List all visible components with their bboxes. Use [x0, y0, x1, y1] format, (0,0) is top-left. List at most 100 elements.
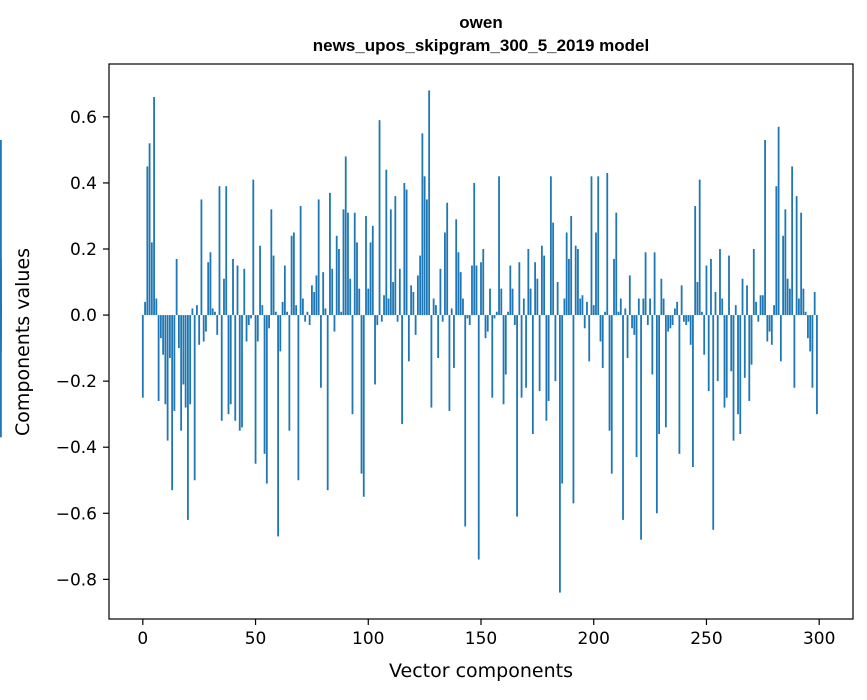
- bar: [482, 249, 485, 316]
- bar: [173, 315, 176, 411]
- bar: [171, 315, 174, 491]
- bar: [437, 315, 440, 359]
- bar: [207, 262, 210, 316]
- bar: [581, 295, 584, 316]
- bar: [502, 315, 505, 405]
- bar: [416, 275, 419, 316]
- bar: [191, 308, 194, 316]
- bar: [317, 199, 320, 316]
- bar: [148, 143, 151, 316]
- bar: [586, 301, 588, 316]
- bar: [797, 298, 800, 316]
- bar: [565, 232, 568, 316]
- bar: [622, 315, 624, 520]
- x-tick-label: 100: [352, 629, 384, 649]
- bar: [177, 315, 180, 349]
- bar: [223, 278, 225, 316]
- bar: [559, 315, 561, 593]
- bar: [252, 179, 255, 316]
- bar: [631, 315, 633, 329]
- bar: [732, 315, 735, 441]
- bar: [779, 315, 782, 362]
- bar: [344, 156, 347, 316]
- bar: [701, 311, 703, 316]
- y-tick-label: 0.0: [70, 306, 97, 326]
- bar: [263, 315, 266, 454]
- bar: [552, 222, 555, 316]
- bar: [182, 315, 185, 385]
- bar: [683, 315, 685, 322]
- bar: [383, 295, 385, 316]
- bar: [705, 265, 708, 316]
- bar: [414, 315, 417, 335]
- bar: [295, 305, 298, 316]
- bar: [752, 249, 755, 316]
- bar: [0, 315, 2, 438]
- bar: [604, 311, 606, 316]
- bar: [529, 288, 532, 316]
- bar: [484, 315, 487, 339]
- bar: [279, 315, 282, 352]
- bar: [216, 315, 219, 335]
- bar: [347, 212, 349, 316]
- bar: [308, 315, 311, 325]
- bar: [144, 301, 146, 316]
- y-axis-label: Components values: [12, 248, 34, 436]
- bar: [283, 265, 286, 316]
- bar: [385, 169, 388, 316]
- bar: [473, 182, 476, 316]
- bar: [358, 288, 361, 316]
- bar: [759, 295, 762, 316]
- bar: [773, 305, 775, 316]
- bars-group: [0, 90, 818, 593]
- bar: [725, 315, 728, 398]
- bar: [315, 275, 318, 316]
- bar: [387, 298, 390, 316]
- bar: [241, 315, 243, 428]
- y-tick-label: 0.4: [70, 174, 97, 194]
- bar: [561, 315, 564, 484]
- bar: [572, 315, 575, 504]
- bar: [398, 268, 401, 316]
- bar: [378, 120, 381, 316]
- x-tick-label: 300: [803, 629, 835, 649]
- bar: [389, 209, 392, 316]
- bar: [419, 255, 422, 316]
- bar: [489, 288, 491, 316]
- bar: [362, 315, 365, 497]
- bar: [509, 265, 512, 316]
- x-tick-label: 150: [465, 629, 497, 649]
- bar: [504, 315, 507, 375]
- bar: [782, 235, 785, 316]
- bar: [660, 278, 663, 316]
- x-tick-label: 250: [690, 629, 722, 649]
- y-axis-ticks: −0.8 −0.6 −0.4 −0.2 0.0 0.2 0.4 0.6: [56, 108, 109, 590]
- bar: [342, 209, 345, 316]
- bar: [761, 295, 764, 316]
- bar: [545, 315, 548, 421]
- bar: [527, 249, 530, 316]
- bar: [813, 291, 816, 316]
- bar: [669, 315, 672, 329]
- bar: [351, 315, 354, 415]
- bar: [211, 308, 214, 316]
- bar: [150, 242, 153, 316]
- bar: [394, 196, 397, 316]
- bar: [687, 315, 690, 322]
- y-tick-label: 0.6: [70, 108, 97, 128]
- y-tick-label: −0.8: [56, 570, 97, 590]
- bar: [784, 209, 787, 316]
- x-axis-ticks: 0 50 100 150 200 250 300: [137, 619, 835, 649]
- bar: [455, 219, 458, 316]
- bar: [689, 315, 692, 345]
- bar: [464, 315, 467, 527]
- bar: [601, 315, 604, 368]
- bar: [743, 315, 746, 378]
- bar: [227, 315, 230, 415]
- bar: [288, 315, 291, 431]
- bar: [491, 315, 494, 398]
- bar: [791, 166, 794, 316]
- bar: [577, 249, 579, 316]
- bar: [232, 258, 234, 316]
- bar: [360, 315, 363, 474]
